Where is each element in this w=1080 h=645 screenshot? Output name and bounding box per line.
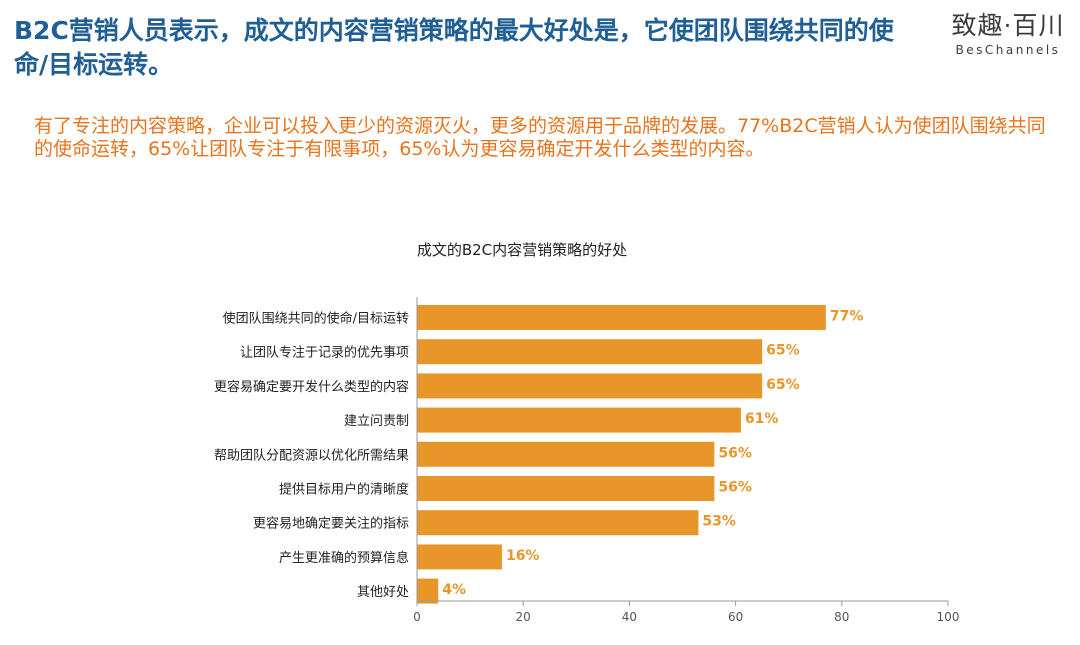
data-label: 56% — [718, 445, 752, 461]
data-label: 65% — [766, 343, 800, 359]
x-tick-label: 20 — [516, 610, 531, 624]
category-label: 产生更准确的预算信息 — [279, 550, 409, 566]
data-label: 61% — [745, 411, 779, 427]
chart-plot-area: 使团队围绕共同的使命/目标运转 77% 让团队专注于记录的优先事项 65% 更容易确定要… — [214, 297, 959, 624]
data-label: 4% — [442, 582, 466, 598]
data-label: 53% — [702, 514, 736, 530]
data-label: 77% — [830, 309, 864, 325]
chart-title: 成文的B2C内容营销策略的好处 — [417, 241, 627, 259]
brand-logo: 致趣·百川 BesChannels — [944, 10, 1072, 58]
category-label: 使团队围绕共同的使命/目标运转 — [223, 311, 409, 327]
bar — [417, 373, 763, 399]
logo-main-text: 致趣·百川 — [951, 11, 1065, 40]
bar — [417, 407, 741, 433]
category-label: 提供目标用户的清晰度 — [279, 482, 409, 498]
category-label: 更容易地确定要关注的指标 — [253, 516, 409, 532]
x-tick-label: 0 — [413, 610, 421, 624]
category-label: 其他好处 — [357, 585, 409, 600]
category-label: 让团队专注于记录的优先事项 — [240, 345, 409, 361]
bar — [417, 339, 763, 365]
data-label: 16% — [506, 548, 540, 564]
summary-paragraph: 有了专注的内容策略，企业可以投入更少的资源灭火，更多的资源用于品牌的发展。77%… — [34, 115, 1046, 160]
x-tick-label: 100 — [937, 610, 960, 624]
data-label: 56% — [718, 480, 752, 496]
category-label: 建立问责制 — [344, 414, 409, 429]
category-label: 更容易确定要开发什么类型的内容 — [214, 379, 409, 395]
x-tick-label: 40 — [622, 610, 637, 624]
x-tick-label: 80 — [834, 610, 849, 624]
page-headline: B2C营销人员表示，成文的内容营销策略的最大好处是，它使团队围绕共同的使命/目标… — [14, 16, 894, 79]
logo-sub-text: BesChannels — [955, 43, 1061, 57]
bar — [417, 476, 715, 501]
x-tick-label: 60 — [728, 610, 743, 624]
bar — [417, 578, 439, 604]
data-label: 65% — [766, 377, 800, 393]
bar — [417, 544, 502, 570]
bar — [417, 441, 715, 467]
benefits-bar-chart: 成文的B2C内容营销策略的好处 使团队围绕共同的使命/目标运转 77% 让团队专注于… — [214, 241, 959, 624]
bar — [417, 510, 699, 536]
category-label: 帮助团队分配资源以优化所需结果 — [214, 448, 409, 463]
bar — [417, 305, 826, 330]
